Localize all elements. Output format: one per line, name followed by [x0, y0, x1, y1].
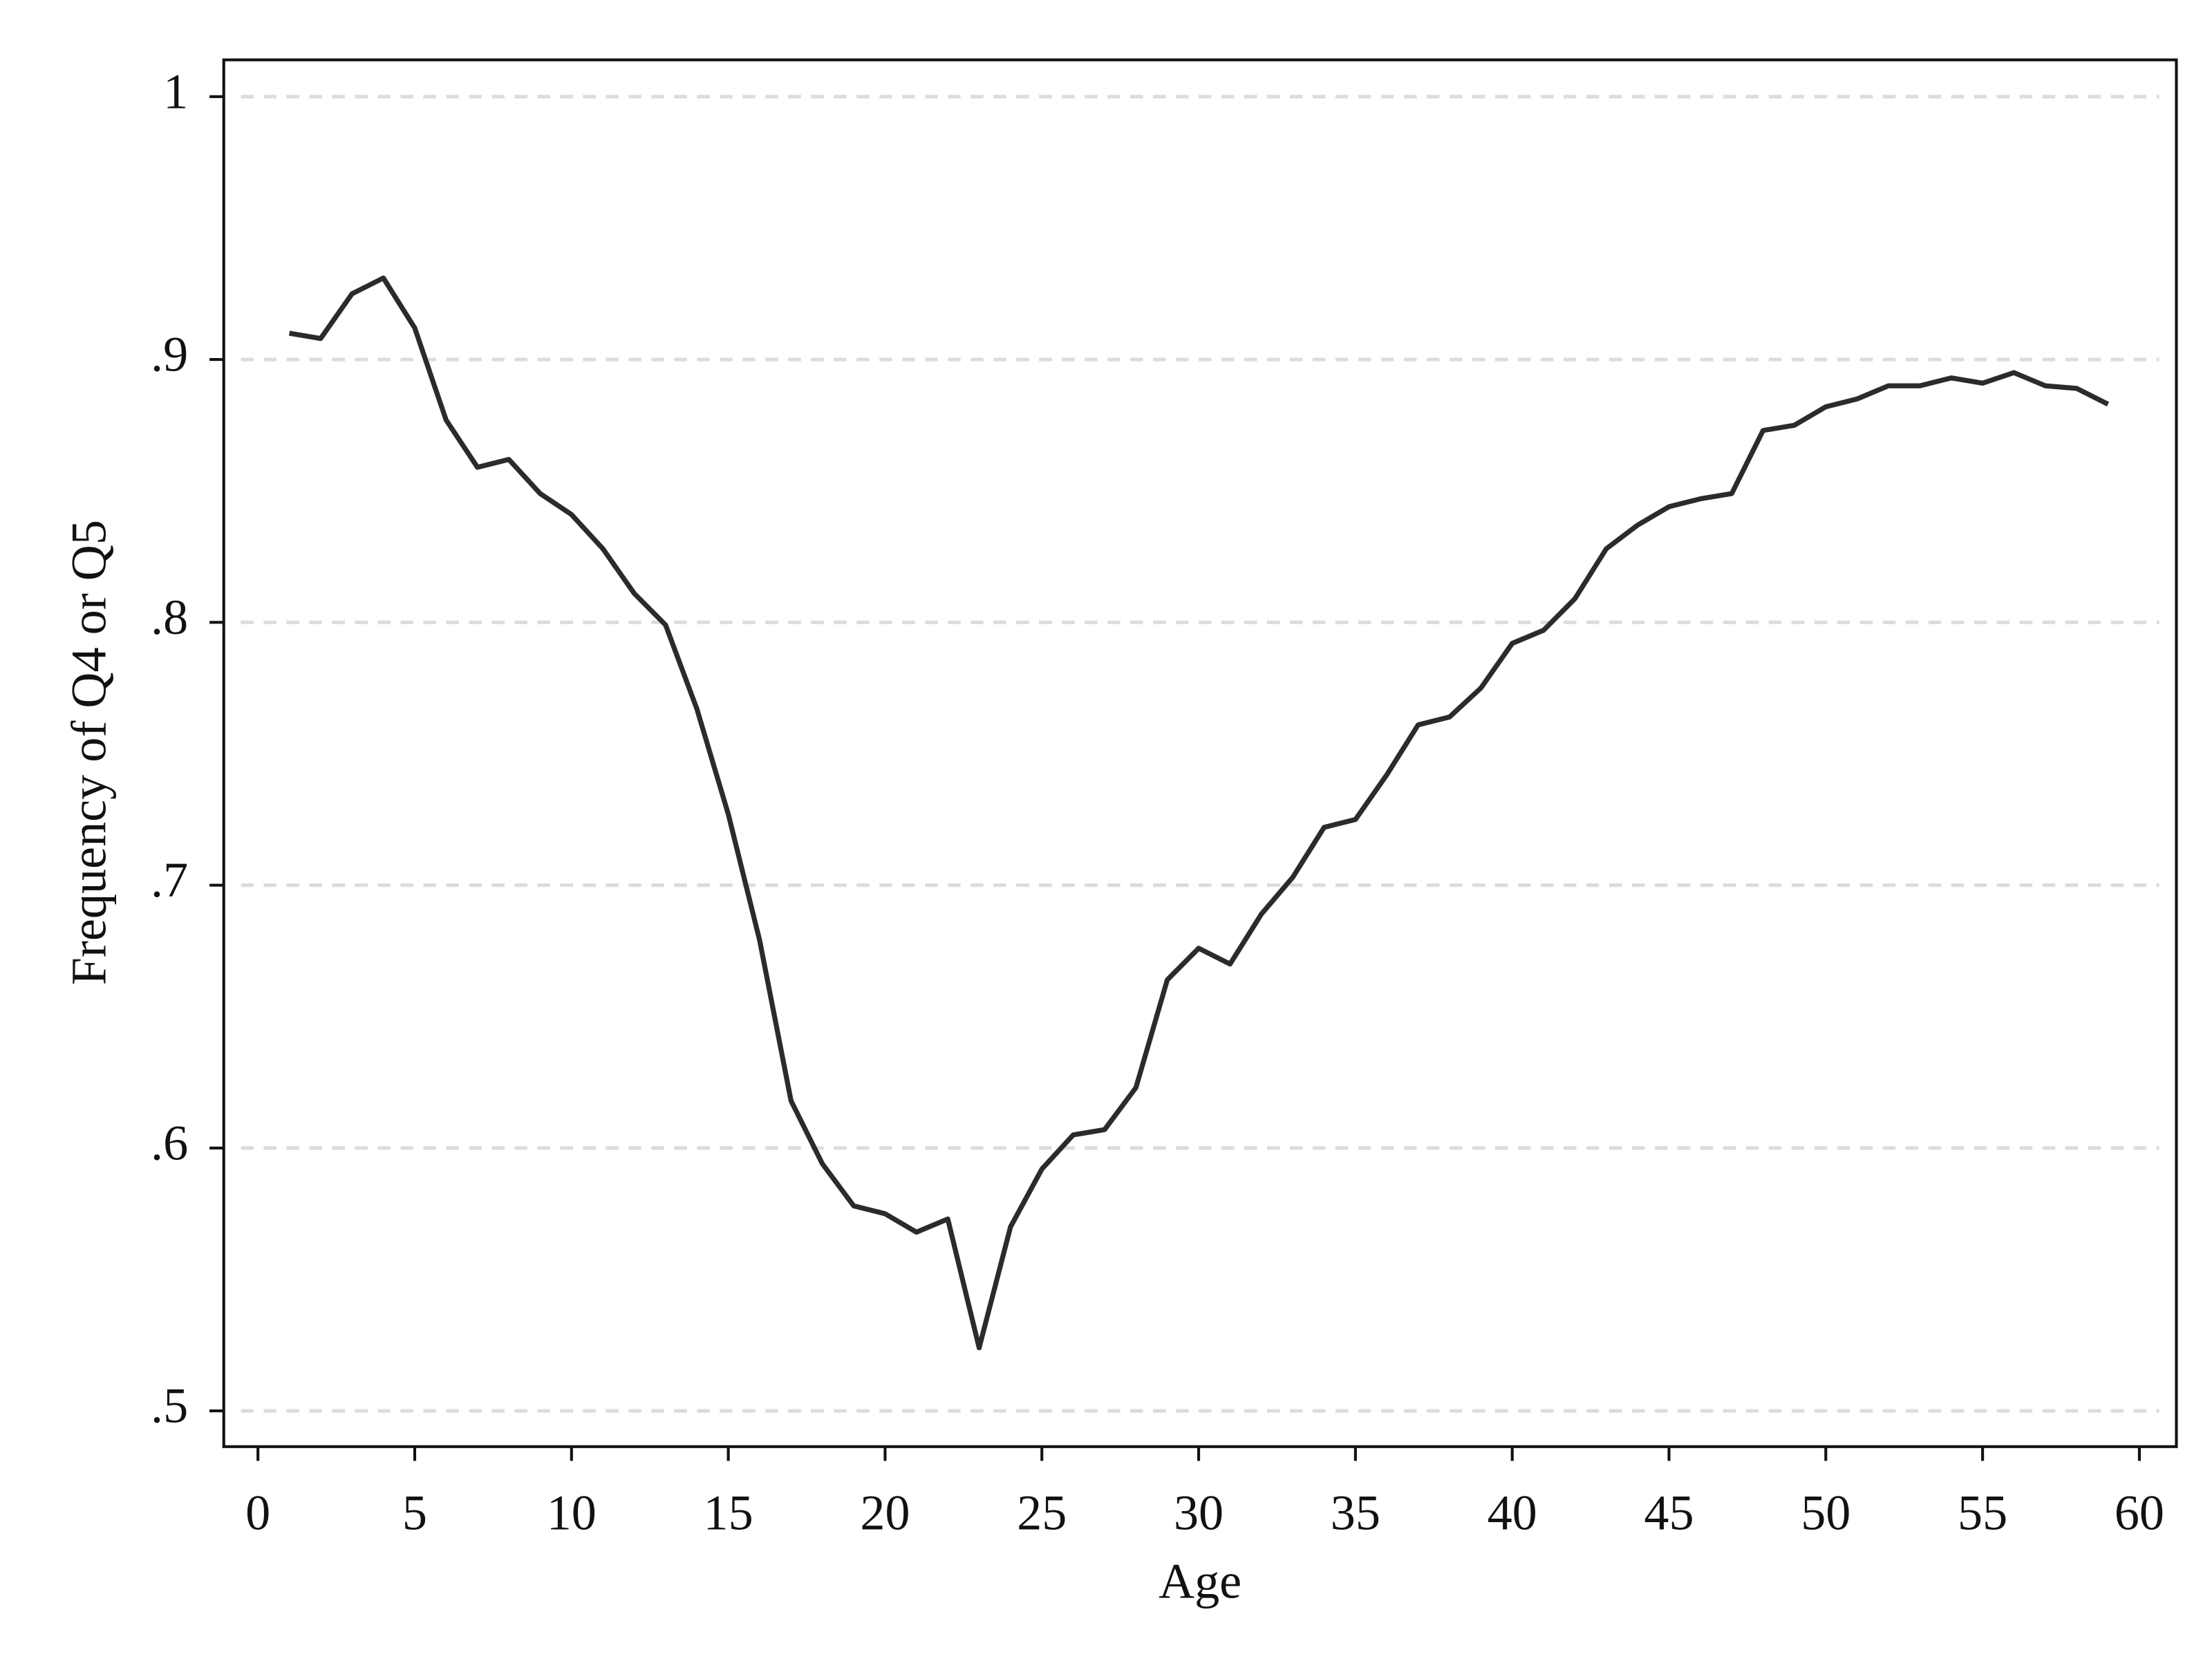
- x-tick-label: 30: [1174, 1485, 1224, 1540]
- y-tick-label: .7: [151, 852, 188, 908]
- x-tick-label: 50: [1801, 1485, 1850, 1540]
- x-tick-label: 55: [1958, 1485, 2007, 1540]
- y-tick-label: .6: [151, 1115, 188, 1170]
- plot-frame: [222, 58, 2178, 1448]
- y-tick-label: .8: [151, 590, 188, 645]
- y-tick-label: .5: [151, 1378, 188, 1434]
- x-tick-label: 35: [1331, 1485, 1380, 1540]
- x-tick-label: 45: [1644, 1485, 1694, 1540]
- y-tick-label: 1: [163, 64, 188, 119]
- x-tick-label: 40: [1488, 1485, 1537, 1540]
- y-axis-label: Frequency of Q4 or Q5: [62, 520, 117, 985]
- x-tick-label: 5: [402, 1485, 427, 1540]
- x-axis-label: Age: [1159, 1553, 1241, 1609]
- x-tick-label: 25: [1017, 1485, 1067, 1540]
- x-tick-label: 10: [547, 1485, 597, 1540]
- y-tick-label: .9: [151, 327, 188, 382]
- x-tick-label: 15: [704, 1485, 753, 1540]
- x-tick-label: 60: [2115, 1485, 2164, 1540]
- line-series: [288, 275, 2110, 1351]
- x-tick-label: 20: [860, 1485, 910, 1540]
- x-tick-label: 0: [245, 1485, 270, 1540]
